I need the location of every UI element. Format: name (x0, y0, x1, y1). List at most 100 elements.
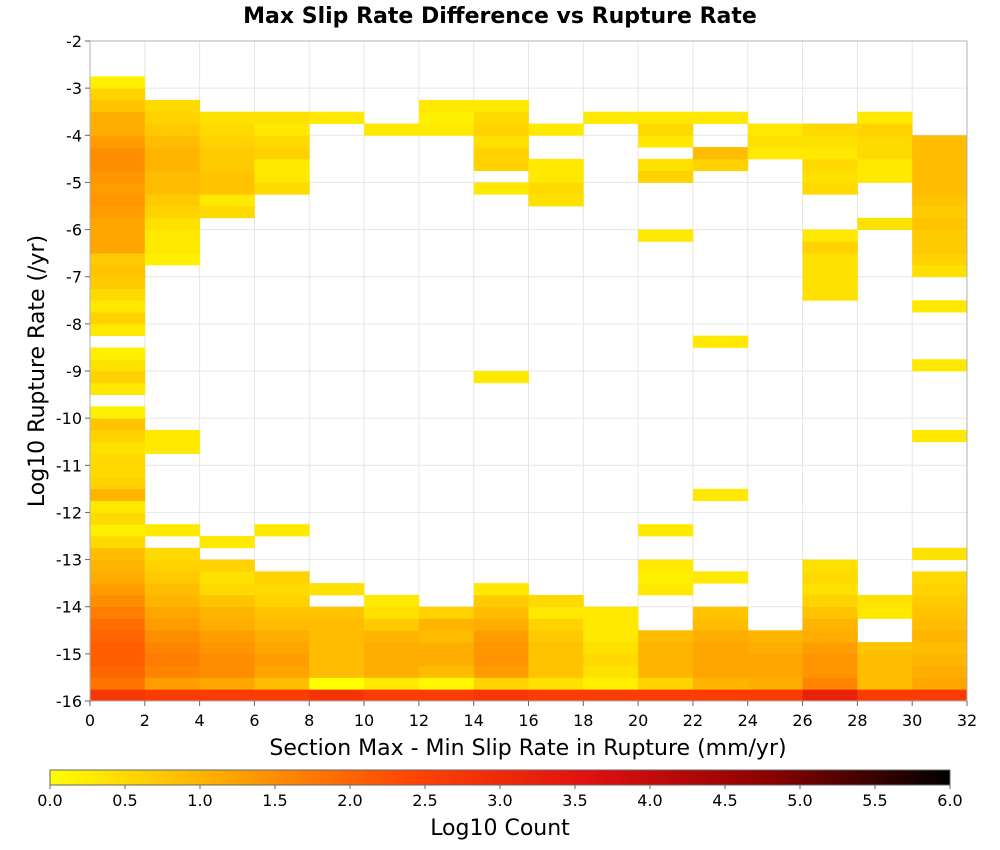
heatmap-cell (802, 571, 858, 584)
y-tick-label: -3 (66, 79, 82, 98)
heatmap-cell (90, 500, 146, 513)
colorbar-tick-label: 1.5 (262, 791, 287, 810)
heatmap-cell (747, 689, 803, 702)
heatmap-cell (473, 653, 529, 667)
x-tick-label: 6 (249, 711, 259, 730)
heatmap-cell (857, 111, 913, 124)
heatmap-cell (528, 653, 584, 667)
heatmap-cell (254, 583, 310, 596)
y-tick-label: -4 (66, 126, 82, 145)
heatmap-cell (144, 135, 201, 148)
heatmap-cell (638, 170, 694, 183)
x-tick-label: 32 (957, 711, 977, 730)
colorbar-tick-label: 2.5 (412, 791, 437, 810)
heatmap-cell (90, 512, 146, 525)
heatmap-cell (254, 182, 310, 195)
heatmap-cell (747, 653, 803, 667)
heatmap-cell (90, 547, 146, 560)
heatmap-cell (90, 147, 146, 160)
heatmap-cell (90, 253, 146, 266)
heatmap-cell (90, 583, 146, 596)
heatmap-cell (254, 524, 310, 537)
heatmap-cell (912, 571, 968, 584)
heatmap-cell (857, 147, 913, 160)
colorbar-tick-label: 3.0 (487, 791, 512, 810)
x-tick-label: 22 (683, 711, 703, 730)
heatmap-cell (857, 677, 913, 690)
heatmap-cell (692, 606, 749, 619)
heatmap-cell (199, 689, 255, 702)
heatmap-cell (912, 300, 968, 313)
heatmap-cell (199, 630, 255, 643)
heatmap-cell (309, 111, 365, 124)
heatmap-cell (692, 571, 749, 584)
heatmap-cell (309, 689, 365, 702)
heatmap-cell (90, 229, 146, 242)
x-tick-label: 28 (847, 711, 867, 730)
heatmap-cell (90, 618, 146, 631)
heatmap-cell (418, 99, 475, 113)
heatmap-cell (912, 359, 968, 372)
heatmap-cell (802, 630, 858, 643)
heatmap-cell (90, 276, 146, 289)
heatmap-cell (90, 217, 146, 230)
heatmap-cell (583, 677, 639, 690)
heatmap-cell (199, 677, 255, 690)
x-tick-label: 26 (792, 711, 812, 730)
heatmap-cell (199, 606, 255, 619)
heatmap-cell (802, 642, 858, 655)
heatmap-cell (638, 158, 694, 172)
x-tick-label: 30 (902, 711, 922, 730)
heatmap-cell (692, 677, 749, 690)
heatmap-cell (144, 111, 201, 124)
heatmap-cell (638, 583, 694, 596)
y-tick-label: -5 (66, 173, 82, 192)
heatmap-cell (802, 606, 858, 619)
heatmap-cell (583, 618, 639, 631)
heatmap-cell (857, 653, 913, 667)
heatmap-cell (418, 123, 475, 136)
heatmap-cell (90, 206, 146, 219)
heatmap-cell (528, 170, 584, 183)
heatmap-cell (144, 147, 201, 160)
heatmap-cell (144, 689, 201, 702)
heatmap-cell (528, 158, 584, 172)
heatmap-cell (90, 630, 146, 643)
heatmap-cell (802, 135, 858, 148)
heatmap-cell (802, 182, 858, 195)
heatmap-cell (638, 229, 694, 242)
heatmap-cell (802, 158, 858, 172)
heatmap-cell (90, 170, 146, 183)
heatmap-cell (802, 559, 858, 572)
heatmap-cell (583, 689, 639, 702)
heatmap-cell (418, 630, 475, 643)
heatmap-cell (912, 194, 968, 207)
heatmap-cell (144, 99, 201, 113)
heatmap-cell (528, 194, 584, 207)
heatmap-cell (90, 689, 146, 702)
heatmap-cell (473, 606, 529, 619)
heatmap-cell (692, 147, 749, 160)
heatmap-cell (90, 359, 146, 372)
heatmap-cell (912, 135, 968, 148)
heatmap-cell (90, 347, 146, 360)
y-tick-label: -14 (56, 598, 82, 617)
heatmap-cell (199, 559, 255, 572)
heatmap-cell (90, 677, 146, 690)
x-axis-label: Section Max - Min Slip Rate in Rupture (… (269, 736, 786, 761)
heatmap-cell (90, 241, 146, 254)
heatmap-cell (254, 618, 310, 631)
heatmap-cell (638, 571, 694, 584)
y-tick-label: -9 (66, 362, 82, 381)
heatmap-cell (857, 135, 913, 148)
y-tick-label: -10 (56, 409, 82, 428)
heatmap-cell (528, 594, 584, 608)
heatmap-cell (199, 571, 255, 584)
heatmap-cell (364, 606, 420, 619)
heatmap-cell (144, 441, 201, 454)
heatmap-cell (747, 147, 803, 160)
heatmap-cell (912, 594, 968, 608)
heatmap-cell (802, 253, 858, 266)
heatmap-cell (857, 594, 913, 608)
x-tick-label: 2 (140, 711, 150, 730)
